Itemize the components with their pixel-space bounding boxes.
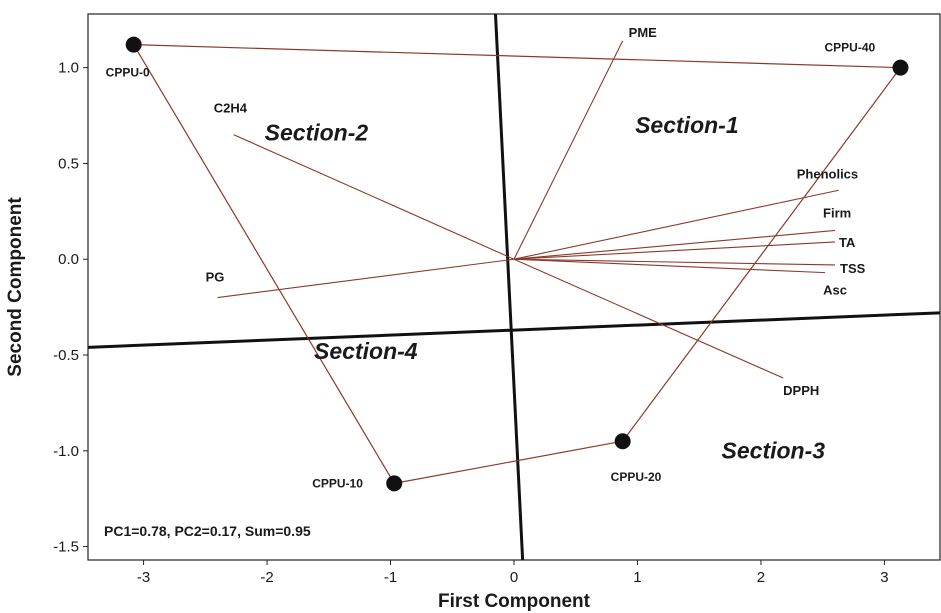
- x-axis-ticks: -3 -2 -1 0 1 2 3: [137, 560, 889, 586]
- x-tick-label-5: 2: [757, 569, 765, 586]
- y-tick-label-0: -1.5: [53, 539, 79, 556]
- section-divider-2: [87, 311, 941, 349]
- section-dividers: [87, 13, 941, 561]
- observation-points: CPPU-0 CPPU-40 CPPU-20 CPPU-10: [106, 36, 909, 492]
- section-labels: Section-1 Section-2 Section-3 Section-4: [265, 112, 826, 464]
- variance-annotation: PC1=0.78, PC2=0.17, Sum=0.95: [104, 523, 311, 539]
- observation-label-cppu-10: CPPU-10: [312, 476, 363, 490]
- loading-label-pme: PME: [629, 25, 658, 40]
- loading-label-c2h4: C2H4: [214, 101, 248, 116]
- loading-vector-firm: [513, 229, 836, 260]
- loading-vector-dpph: [513, 258, 784, 379]
- x-axis-title: First Component: [438, 591, 591, 612]
- loading-vector-pg: [217, 258, 515, 299]
- loading-label-dpph: DPPH: [783, 383, 819, 398]
- x-tick-label-2: -1: [384, 569, 397, 586]
- observation-label-cppu-40: CPPU-40: [824, 41, 875, 55]
- loading-vector-pme: [513, 40, 624, 260]
- x-tick-label-0: -3: [137, 569, 150, 586]
- observation-point-cppu-40: [892, 59, 909, 76]
- x-tick-label-3: 0: [510, 569, 518, 586]
- observation-label-cppu-0: CPPU-0: [106, 66, 150, 80]
- loading-vector-asc: [513, 258, 826, 274]
- observation-link-1: [133, 44, 901, 69]
- y-tick-label-5: 1.0: [58, 60, 79, 77]
- x-tick-label-1: -2: [260, 569, 273, 586]
- section-label-section-3: Section-3: [722, 437, 826, 463]
- section-label-section-2: Section-2: [265, 119, 369, 145]
- observation-links: [133, 44, 901, 484]
- plot-frame: [87, 13, 941, 561]
- loading-label-ta: TA: [839, 235, 856, 250]
- observation-point-cppu-0: [125, 36, 142, 53]
- section-label-section-1: Section-1: [635, 112, 739, 138]
- x-tick-label-6: 3: [880, 569, 888, 586]
- x-tick-label-4: 1: [633, 569, 641, 586]
- y-tick-label-4: 0.5: [58, 155, 79, 172]
- observation-label-cppu-20: CPPU-20: [611, 470, 662, 484]
- loading-vector-tss: [513, 258, 836, 266]
- loading-vector-c2h4: [233, 134, 515, 260]
- section-divider-1: [493, 13, 525, 561]
- loading-vectors: PME C2H4 Phenolics Firm TA TSS Asc PG DPPH: [206, 25, 866, 398]
- section-label-section-4: Section-4: [314, 338, 418, 364]
- loading-vector-phenolics: [513, 189, 839, 260]
- observation-link-4: [133, 44, 395, 484]
- y-tick-label-2: -0.5: [53, 347, 79, 364]
- loading-label-firm: Firm: [823, 205, 851, 220]
- loading-label-pg: PG: [206, 270, 225, 285]
- y-tick-label-3: 0.0: [58, 251, 79, 268]
- y-axis-ticks: -1.5 -1.0 -0.5 0.0 0.5 1.0: [53, 60, 88, 556]
- observation-link-3: [394, 440, 623, 484]
- loading-vector-ta: [513, 241, 836, 260]
- y-tick-label-1: -1.0: [53, 443, 79, 460]
- observation-point-cppu-20: [614, 433, 631, 450]
- y-axis-title: Second Component: [5, 197, 26, 377]
- observation-point-cppu-10: [386, 475, 403, 492]
- loading-label-tss: TSS: [840, 261, 866, 276]
- loading-label-phenolics: Phenolics: [797, 166, 858, 181]
- observation-link-2: [622, 67, 901, 442]
- loading-label-asc: Asc: [823, 283, 847, 298]
